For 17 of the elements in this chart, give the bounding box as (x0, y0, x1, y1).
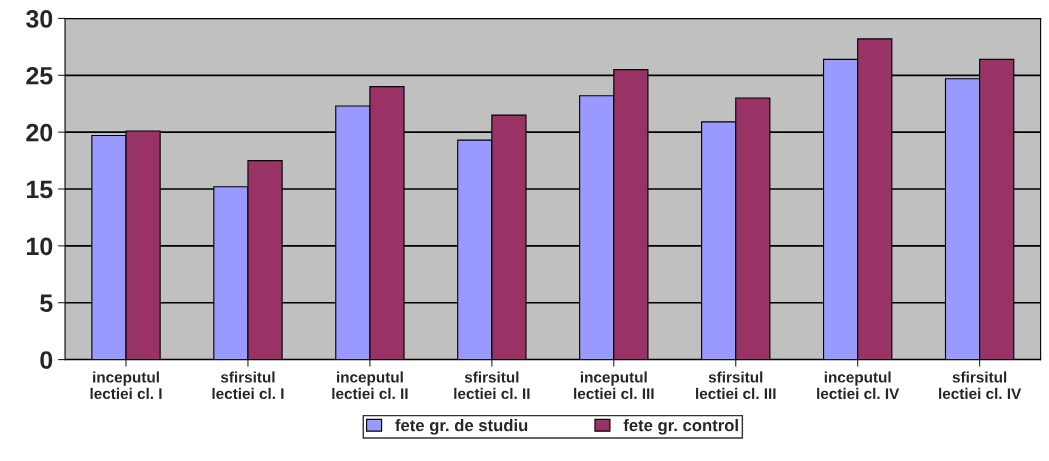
x-tick-label: inceputul lectiei cl. I (90, 371, 162, 400)
y-tick-label: 15 (27, 180, 53, 199)
y-tick-label: 30 (26, 10, 53, 28)
legend-label: fete gr. control (623, 419, 738, 435)
x-tick-label: sfirsitul lectiei cl. III (696, 371, 776, 400)
y-tick-label: 0 (40, 351, 53, 369)
y-tick-label: 25 (26, 66, 53, 85)
y-tick-label: 10 (27, 237, 53, 256)
x-tick-label: inceputul lectiei cl. II (332, 371, 408, 400)
legend-label: fete gr. de studiu (395, 419, 528, 435)
x-tick-label: sfirsitul lectiei cl. II (454, 371, 530, 400)
x-tick-label: inceputul lectiei cl. III (574, 371, 654, 400)
x-tick-label: sfirsitul lectiei cl. IV (939, 371, 1022, 400)
x-tick-label: sfirsitul lectiei cl. I (212, 371, 284, 400)
y-tick-label: 5 (40, 294, 53, 313)
x-tick-label: inceputul lectiei cl. IV (817, 371, 900, 400)
y-tick-label: 20 (26, 123, 53, 142)
